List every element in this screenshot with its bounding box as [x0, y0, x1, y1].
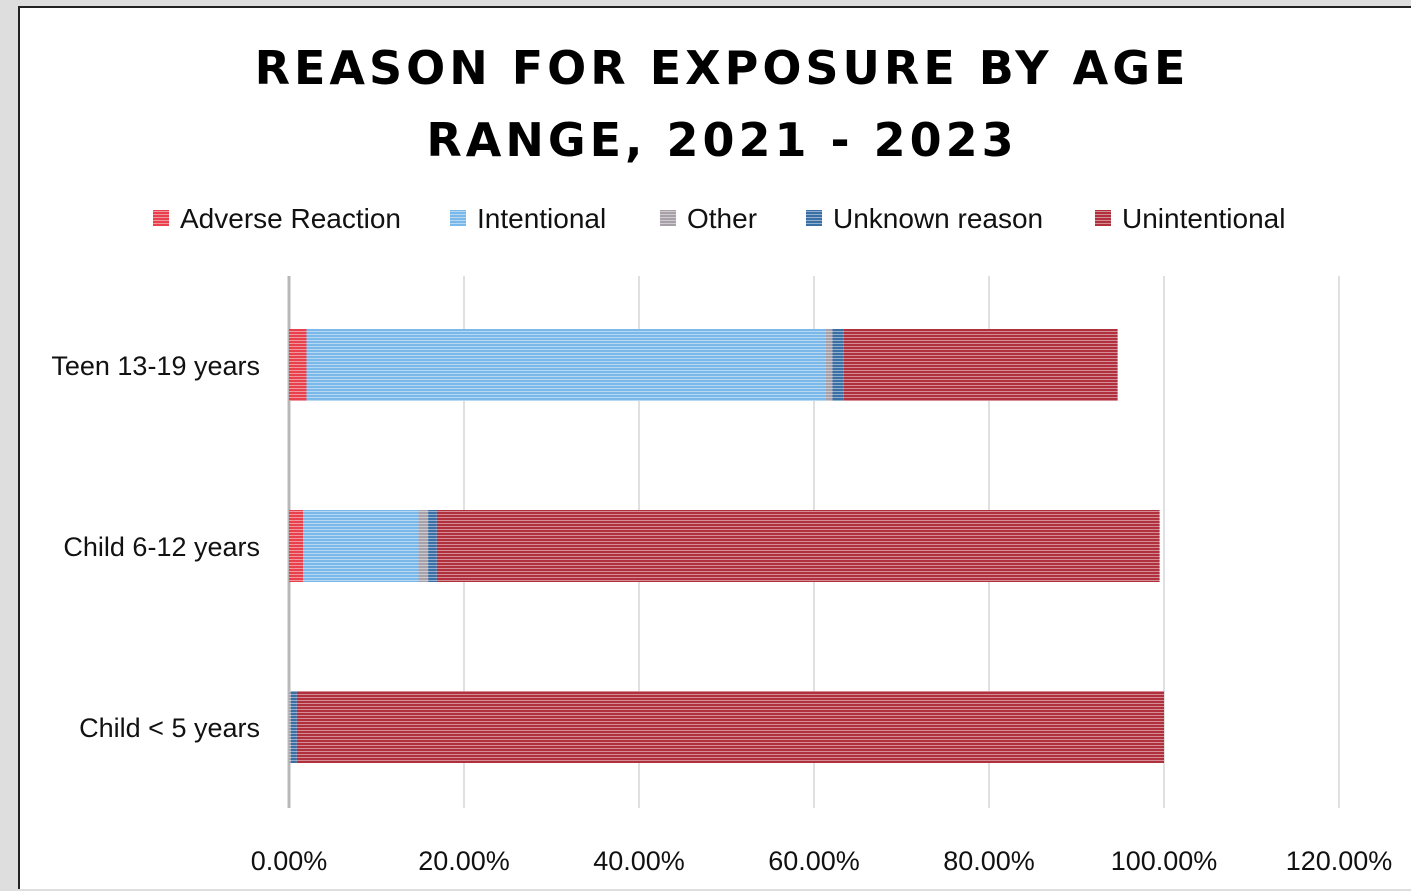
x-tick-label: 100.00% [1111, 846, 1218, 876]
bar-child-5-years-unintentional [296, 691, 1164, 763]
category-label-teen-13-19-years: Teen 13-19 years [51, 351, 260, 381]
bar-teen-13-19-years-other [825, 329, 833, 401]
x-tick-label: 60.00% [768, 846, 860, 876]
bar-child-5-years-unknown-reason [290, 691, 297, 763]
legend-swatch [806, 210, 822, 226]
bar-child-6-12-years-intentional [303, 510, 419, 582]
legend-swatch [1095, 210, 1111, 226]
bar-teen-13-19-years-adverse-reaction [289, 329, 307, 401]
legend-label: Adverse Reaction [180, 203, 401, 234]
chart-title-line-1: REASON FOR EXPOSURE BY AGE [255, 41, 1190, 95]
chart-title: REASON FOR EXPOSURE BY AGE RANGE, 2021 -… [255, 41, 1190, 167]
legend-label: Other [687, 203, 757, 234]
bar-child-6-12-years-unknown-reason [428, 510, 437, 582]
legend-item-unknown-reason: Unknown reason [806, 203, 1043, 234]
legend-swatch [153, 210, 169, 226]
x-tick-label: 40.00% [593, 846, 685, 876]
bars [289, 329, 1164, 763]
legend-item-intentional: Intentional [450, 203, 606, 234]
legend-label: Intentional [477, 203, 606, 234]
x-tick-label: 0.00% [251, 846, 328, 876]
legend-swatch [660, 210, 676, 226]
legend-item-unintentional: Unintentional [1095, 203, 1285, 234]
bar-child-6-12-years-other [418, 510, 429, 582]
category-label-child-5-years: Child < 5 years [79, 713, 260, 743]
legend: Adverse Reaction Intentional Other Unknown … [153, 203, 1285, 234]
legend-item-adverse-reaction: Adverse Reaction [153, 203, 401, 234]
bar-child-6-12-years-adverse-reaction [289, 510, 303, 582]
x-tick-label: 20.00% [418, 846, 510, 876]
legend-swatch [450, 210, 466, 226]
chart-title-line-2: RANGE, 2021 - 2023 [426, 113, 1017, 167]
bar-teen-13-19-years-unintentional [843, 329, 1118, 401]
legend-item-other: Other [660, 203, 757, 234]
bar-child-6-12-years-unintentional [436, 510, 1160, 582]
bar-teen-13-19-years-unknown-reason [832, 329, 844, 401]
x-tick-label: 80.00% [943, 846, 1035, 876]
category-labels: Teen 13-19 years Child 6-12 years Child < … [51, 351, 260, 743]
stacked-bar-chart: REASON FOR EXPOSURE BY AGE RANGE, 2021 -… [51, 41, 1393, 876]
legend-label: Unintentional [1122, 203, 1285, 234]
bar-child-5-years-other [289, 691, 291, 763]
chart-frame: REASON FOR EXPOSURE BY AGE RANGE, 2021 -… [18, 6, 1411, 889]
category-label-child-6-12-years: Child 6-12 years [63, 532, 260, 562]
bar-teen-13-19-years-intentional [306, 329, 826, 401]
legend-label: Unknown reason [833, 203, 1043, 234]
x-tick-label: 120.00% [1286, 846, 1393, 876]
x-axis-tick-labels: 0.00% 20.00% 40.00% 60.00% 80.00% 100.00% 120.… [251, 846, 1393, 876]
